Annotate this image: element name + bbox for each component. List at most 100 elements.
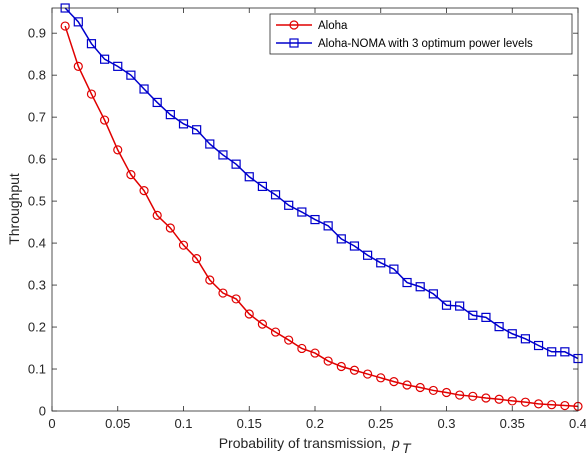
data-point bbox=[547, 347, 557, 357]
data-point bbox=[73, 61, 83, 71]
data-point bbox=[139, 84, 149, 94]
data-point bbox=[152, 210, 162, 220]
series-aloha bbox=[60, 21, 583, 411]
legend-marker-aloha bbox=[289, 20, 299, 30]
x-tick-label: 0.25 bbox=[368, 416, 393, 431]
data-point bbox=[297, 343, 307, 354]
data-point bbox=[468, 310, 478, 320]
data-point bbox=[494, 394, 504, 404]
data-point bbox=[126, 70, 136, 80]
data-point bbox=[270, 190, 281, 200]
data-point bbox=[507, 329, 517, 339]
series-layer bbox=[60, 3, 583, 411]
data-point bbox=[231, 294, 241, 304]
data-point bbox=[139, 186, 149, 196]
data-point bbox=[297, 207, 307, 217]
legend-marker-aloha-noma bbox=[289, 38, 299, 48]
plot-frame bbox=[51, 7, 579, 412]
data-point bbox=[310, 214, 320, 225]
x-tick-label: 0.1 bbox=[174, 416, 192, 431]
data-point bbox=[310, 348, 320, 358]
x-tick-label: 0.2 bbox=[306, 416, 324, 431]
y-tick-label: 0.4 bbox=[28, 236, 46, 251]
data-point bbox=[415, 382, 425, 393]
x-tick-label: 0.05 bbox=[105, 416, 130, 431]
data-point bbox=[165, 110, 175, 120]
data-point bbox=[376, 258, 386, 268]
data-point bbox=[441, 300, 452, 310]
x-tick-label: 0.4 bbox=[569, 416, 586, 431]
data-point bbox=[86, 39, 97, 49]
y-tick-label: 0.9 bbox=[28, 26, 46, 41]
data-point bbox=[270, 327, 281, 337]
data-point bbox=[560, 400, 570, 411]
data-point bbox=[415, 282, 425, 292]
legend-label-aloha-noma: Aloha-NOMA with 3 optimum power levels bbox=[318, 38, 533, 50]
data-point bbox=[86, 89, 97, 99]
data-point bbox=[349, 365, 360, 375]
series-aloha-noma bbox=[60, 3, 583, 364]
data-point bbox=[363, 369, 373, 379]
data-point bbox=[376, 373, 386, 383]
data-point bbox=[244, 172, 254, 182]
data-point bbox=[192, 254, 202, 264]
data-point bbox=[441, 387, 452, 398]
data-point bbox=[126, 170, 136, 180]
data-point bbox=[389, 264, 399, 274]
y-tick-label: 0.6 bbox=[28, 152, 46, 167]
data-point bbox=[152, 97, 162, 108]
data-point bbox=[323, 221, 333, 231]
data-point bbox=[178, 119, 189, 129]
y-tick-label: 0.7 bbox=[28, 110, 46, 125]
series-line bbox=[64, 25, 579, 408]
data-point bbox=[455, 390, 465, 400]
data-point bbox=[494, 322, 504, 332]
data-point bbox=[520, 397, 531, 407]
data-point bbox=[205, 139, 215, 149]
data-point bbox=[231, 159, 241, 169]
y-tick-label: 0 bbox=[39, 404, 46, 419]
x-axis-label-subscript: T bbox=[402, 440, 412, 456]
data-point bbox=[520, 334, 531, 344]
x-tick-label: 0.15 bbox=[237, 416, 262, 431]
data-point bbox=[533, 399, 544, 409]
data-point bbox=[468, 391, 478, 401]
data-point bbox=[244, 309, 254, 319]
data-point bbox=[336, 361, 346, 372]
data-point bbox=[99, 54, 110, 64]
data-point bbox=[389, 377, 399, 387]
data-point bbox=[218, 150, 228, 160]
data-point bbox=[284, 335, 294, 345]
plot-area bbox=[52, 8, 578, 411]
data-point bbox=[481, 393, 491, 403]
data-point bbox=[257, 181, 267, 192]
series-line bbox=[64, 7, 579, 360]
data-point bbox=[349, 241, 360, 251]
data-point bbox=[560, 347, 570, 357]
data-point bbox=[323, 356, 333, 366]
data-point bbox=[363, 250, 373, 260]
legend: Aloha Aloha-NOMA with 3 optimum power le… bbox=[269, 13, 573, 55]
data-point bbox=[533, 340, 544, 351]
data-point bbox=[507, 396, 517, 406]
y-tick-label: 0.2 bbox=[28, 320, 46, 335]
x-axis-label-symbol: p bbox=[391, 435, 400, 451]
legend-box bbox=[269, 13, 573, 55]
x-tick-label: 0.3 bbox=[437, 416, 455, 431]
data-point bbox=[284, 200, 294, 210]
y-tick-label: 0.8 bbox=[28, 68, 46, 83]
data-point bbox=[402, 277, 412, 288]
y-tick-label: 0.1 bbox=[28, 362, 46, 377]
x-tick-label: 0 bbox=[48, 416, 55, 431]
data-point bbox=[99, 115, 110, 125]
data-point bbox=[178, 240, 189, 250]
x-tick-label: 0.35 bbox=[500, 416, 525, 431]
data-point bbox=[481, 312, 491, 322]
data-point bbox=[402, 380, 412, 390]
data-point bbox=[428, 385, 438, 396]
data-point bbox=[165, 223, 175, 233]
ticks-layer: 0 0.05 0.1 0.15 0.2 0.25 0.3 0.35 0.4 0 0.1 0.2 0.3 0… bbox=[28, 8, 586, 431]
data-point bbox=[192, 125, 202, 135]
data-point bbox=[113, 145, 123, 155]
